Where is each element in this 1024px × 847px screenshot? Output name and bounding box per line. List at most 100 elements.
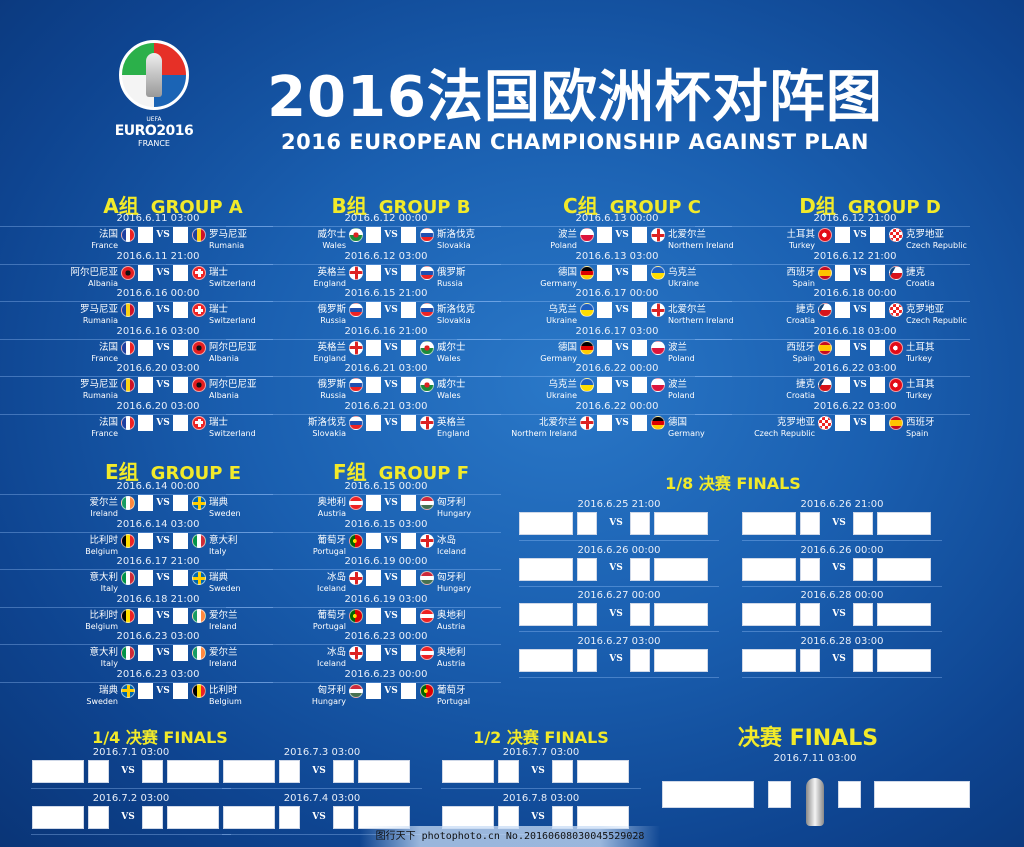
away-score-box[interactable]	[632, 227, 647, 243]
away-score-box[interactable]	[173, 532, 188, 549]
home-score-box[interactable]	[138, 339, 153, 356]
away-score-box[interactable]	[870, 339, 885, 356]
away-score-box[interactable]	[870, 302, 885, 318]
away-score-box[interactable]	[173, 264, 188, 281]
round16-team-box[interactable]	[877, 557, 931, 581]
round16-score-box[interactable]	[800, 603, 820, 626]
away-score-box[interactable]	[173, 339, 188, 356]
round16-team-box[interactable]	[742, 603, 796, 626]
home-score-box[interactable]	[138, 302, 153, 318]
round16-team-box[interactable]	[877, 512, 931, 535]
home-score-box[interactable]	[366, 495, 381, 511]
round16-team-box[interactable]	[519, 512, 573, 535]
round16-score-box[interactable]	[577, 648, 597, 672]
quarter-team-box[interactable]	[167, 806, 219, 829]
quarter-score-box[interactable]	[279, 806, 300, 829]
away-score-box[interactable]	[401, 532, 416, 549]
home-score-box[interactable]	[835, 339, 850, 356]
round16-team-box[interactable]	[519, 603, 573, 626]
round16-score-box[interactable]	[853, 603, 873, 626]
round16-score-box[interactable]	[630, 512, 650, 535]
home-score-box[interactable]	[138, 532, 153, 549]
round16-score-box[interactable]	[630, 603, 650, 626]
away-score-box[interactable]	[870, 264, 885, 281]
round16-team-box[interactable]	[654, 603, 708, 626]
away-score-box[interactable]	[401, 264, 416, 281]
away-score-box[interactable]	[401, 414, 416, 431]
home-score-box[interactable]	[366, 645, 381, 661]
home-score-box[interactable]	[366, 607, 381, 624]
away-score-box[interactable]	[632, 264, 647, 281]
away-score-box[interactable]	[401, 495, 416, 511]
home-score-box[interactable]	[366, 570, 381, 586]
semi-team-box[interactable]	[442, 760, 494, 783]
home-score-box[interactable]	[138, 645, 153, 661]
home-score-box[interactable]	[597, 264, 612, 281]
away-score-box[interactable]	[173, 682, 188, 699]
away-score-box[interactable]	[173, 377, 188, 393]
round16-score-box[interactable]	[853, 512, 873, 535]
away-score-box[interactable]	[173, 645, 188, 661]
quarter-team-box[interactable]	[32, 760, 84, 783]
away-score-box[interactable]	[870, 414, 885, 431]
quarter-score-box[interactable]	[333, 806, 354, 829]
quarter-team-box[interactable]	[32, 806, 84, 829]
away-score-box[interactable]	[632, 302, 647, 318]
away-score-box[interactable]	[401, 570, 416, 586]
home-score-box[interactable]	[366, 302, 381, 318]
round16-score-box[interactable]	[630, 557, 650, 581]
round16-team-box[interactable]	[519, 648, 573, 672]
quarter-score-box[interactable]	[142, 806, 163, 829]
away-score-box[interactable]	[870, 227, 885, 243]
quarter-score-box[interactable]	[279, 760, 300, 783]
quarter-team-box[interactable]	[358, 760, 410, 783]
round16-score-box[interactable]	[853, 648, 873, 672]
round16-score-box[interactable]	[577, 603, 597, 626]
home-score-box[interactable]	[138, 607, 153, 624]
final-team-box[interactable]	[874, 781, 970, 808]
round16-score-box[interactable]	[577, 512, 597, 535]
home-score-box[interactable]	[835, 302, 850, 318]
quarter-team-box[interactable]	[223, 760, 275, 783]
round16-team-box[interactable]	[742, 557, 796, 581]
away-score-box[interactable]	[401, 682, 416, 699]
round16-team-box[interactable]	[519, 557, 573, 581]
away-score-box[interactable]	[173, 227, 188, 243]
home-score-box[interactable]	[597, 339, 612, 356]
home-score-box[interactable]	[835, 264, 850, 281]
home-score-box[interactable]	[597, 414, 612, 431]
away-score-box[interactable]	[401, 377, 416, 393]
round16-team-box[interactable]	[654, 557, 708, 581]
away-score-box[interactable]	[173, 495, 188, 511]
home-score-box[interactable]	[366, 377, 381, 393]
home-score-box[interactable]	[138, 495, 153, 511]
round16-score-box[interactable]	[800, 648, 820, 672]
home-score-box[interactable]	[366, 339, 381, 356]
quarter-team-box[interactable]	[167, 760, 219, 783]
round16-score-box[interactable]	[853, 557, 873, 581]
away-score-box[interactable]	[632, 414, 647, 431]
home-score-box[interactable]	[835, 414, 850, 431]
away-score-box[interactable]	[632, 339, 647, 356]
away-score-box[interactable]	[401, 339, 416, 356]
round16-team-box[interactable]	[742, 648, 796, 672]
quarter-score-box[interactable]	[88, 806, 109, 829]
home-score-box[interactable]	[366, 414, 381, 431]
home-score-box[interactable]	[138, 227, 153, 243]
home-score-box[interactable]	[366, 532, 381, 549]
away-score-box[interactable]	[632, 377, 647, 393]
home-score-box[interactable]	[138, 570, 153, 586]
away-score-box[interactable]	[401, 227, 416, 243]
quarter-team-box[interactable]	[223, 806, 275, 829]
away-score-box[interactable]	[401, 607, 416, 624]
final-team-box[interactable]	[662, 781, 754, 808]
quarter-score-box[interactable]	[88, 760, 109, 783]
semi-score-box[interactable]	[552, 760, 573, 783]
round16-team-box[interactable]	[877, 603, 931, 626]
round16-team-box[interactable]	[742, 512, 796, 535]
round16-team-box[interactable]	[654, 512, 708, 535]
away-score-box[interactable]	[173, 607, 188, 624]
final-score-box[interactable]	[768, 781, 791, 808]
home-score-box[interactable]	[835, 377, 850, 393]
home-score-box[interactable]	[597, 377, 612, 393]
